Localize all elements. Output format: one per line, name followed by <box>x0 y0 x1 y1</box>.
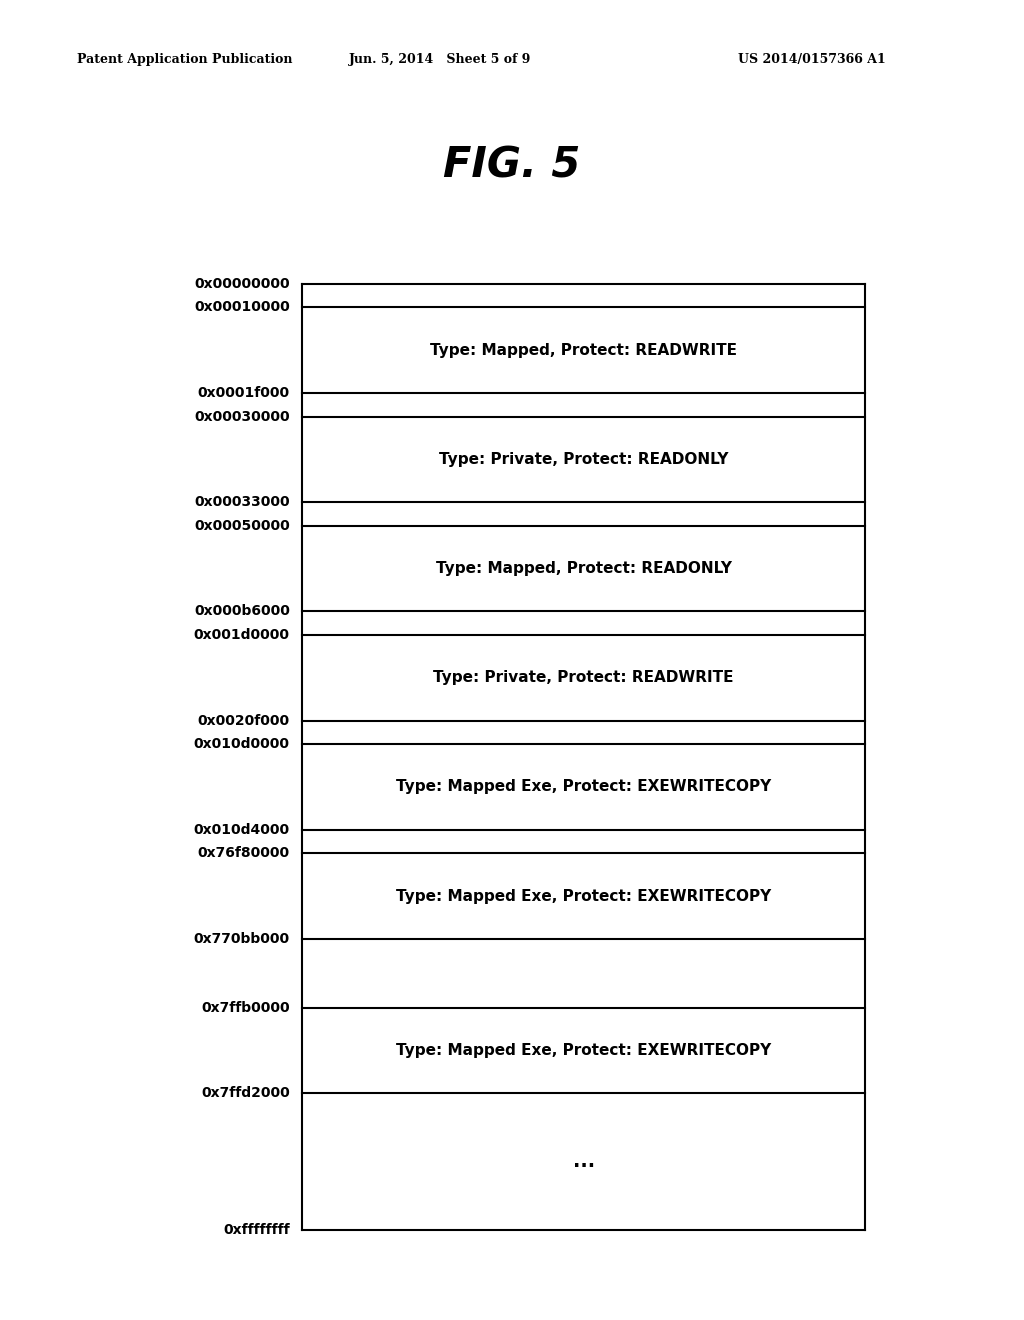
Text: 0x770bb000: 0x770bb000 <box>194 932 290 946</box>
Text: 0x00010000: 0x00010000 <box>194 301 290 314</box>
Text: Patent Application Publication: Patent Application Publication <box>77 53 292 66</box>
Text: Type: Mapped Exe, Protect: EXEWRITECOPY: Type: Mapped Exe, Protect: EXEWRITECOPY <box>396 1043 771 1057</box>
Text: Type: Mapped Exe, Protect: EXEWRITECOPY: Type: Mapped Exe, Protect: EXEWRITECOPY <box>396 780 771 795</box>
Text: FIG. 5: FIG. 5 <box>443 144 581 186</box>
Text: Type: Mapped, Protect: READONLY: Type: Mapped, Protect: READONLY <box>435 561 732 576</box>
Text: 0x7ffb0000: 0x7ffb0000 <box>201 1001 290 1015</box>
Text: Type: Private, Protect: READWRITE: Type: Private, Protect: READWRITE <box>433 671 734 685</box>
Text: 0x0001f000: 0x0001f000 <box>198 385 290 400</box>
Text: 0x7ffd2000: 0x7ffd2000 <box>201 1086 290 1100</box>
Text: Jun. 5, 2014   Sheet 5 of 9: Jun. 5, 2014 Sheet 5 of 9 <box>349 53 531 66</box>
Text: 0x00050000: 0x00050000 <box>194 519 290 533</box>
Text: ...: ... <box>572 1152 595 1171</box>
Text: 0x00033000: 0x00033000 <box>195 495 290 510</box>
Text: 0x001d0000: 0x001d0000 <box>194 628 290 642</box>
Text: Type: Mapped Exe, Protect: EXEWRITECOPY: Type: Mapped Exe, Protect: EXEWRITECOPY <box>396 888 771 904</box>
Text: 0x000b6000: 0x000b6000 <box>194 605 290 618</box>
Text: 0x010d4000: 0x010d4000 <box>194 822 290 837</box>
Text: 0x0020f000: 0x0020f000 <box>198 714 290 727</box>
Text: 0xffffffff: 0xffffffff <box>223 1224 290 1237</box>
Text: 0x00030000: 0x00030000 <box>195 409 290 424</box>
Text: US 2014/0157366 A1: US 2014/0157366 A1 <box>738 53 886 66</box>
Text: Type: Private, Protect: READONLY: Type: Private, Protect: READONLY <box>439 451 728 467</box>
Text: Type: Mapped, Protect: READWRITE: Type: Mapped, Protect: READWRITE <box>430 343 737 358</box>
Text: 0x76f80000: 0x76f80000 <box>198 846 290 861</box>
Text: 0x010d0000: 0x010d0000 <box>194 737 290 751</box>
Text: 0x00000000: 0x00000000 <box>195 277 290 290</box>
